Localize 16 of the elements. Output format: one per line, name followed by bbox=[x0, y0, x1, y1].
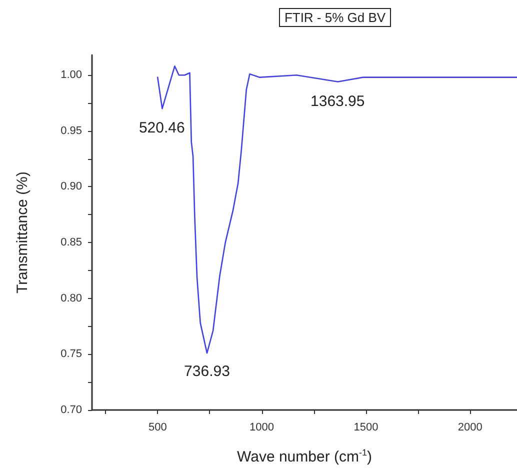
y-tick-label: 0.90 bbox=[60, 180, 82, 193]
y-axis-title: Transmittance (%) bbox=[14, 172, 31, 294]
x-tick-label: 1000 bbox=[250, 422, 274, 434]
x-tick-label: 500 bbox=[148, 422, 167, 434]
y-tick-label: 0.85 bbox=[60, 236, 82, 249]
annotation: 1363.95 bbox=[310, 92, 365, 110]
x-tick-label: 1500 bbox=[354, 422, 378, 434]
y-tick-label: 0.70 bbox=[60, 404, 82, 416]
annotation: 736.93 bbox=[184, 362, 230, 380]
x-tick-label: 2000 bbox=[458, 422, 482, 434]
y-tick-label: 1.00 bbox=[60, 69, 82, 82]
annotation: 520.46 bbox=[138, 120, 185, 137]
y-tick-label: 0.80 bbox=[60, 292, 82, 304]
y-tick-label: 0.75 bbox=[60, 348, 82, 360]
chart-title: FTIR - 5% Gd BV bbox=[284, 10, 386, 25]
y-tick-label: 0.95 bbox=[60, 124, 82, 137]
